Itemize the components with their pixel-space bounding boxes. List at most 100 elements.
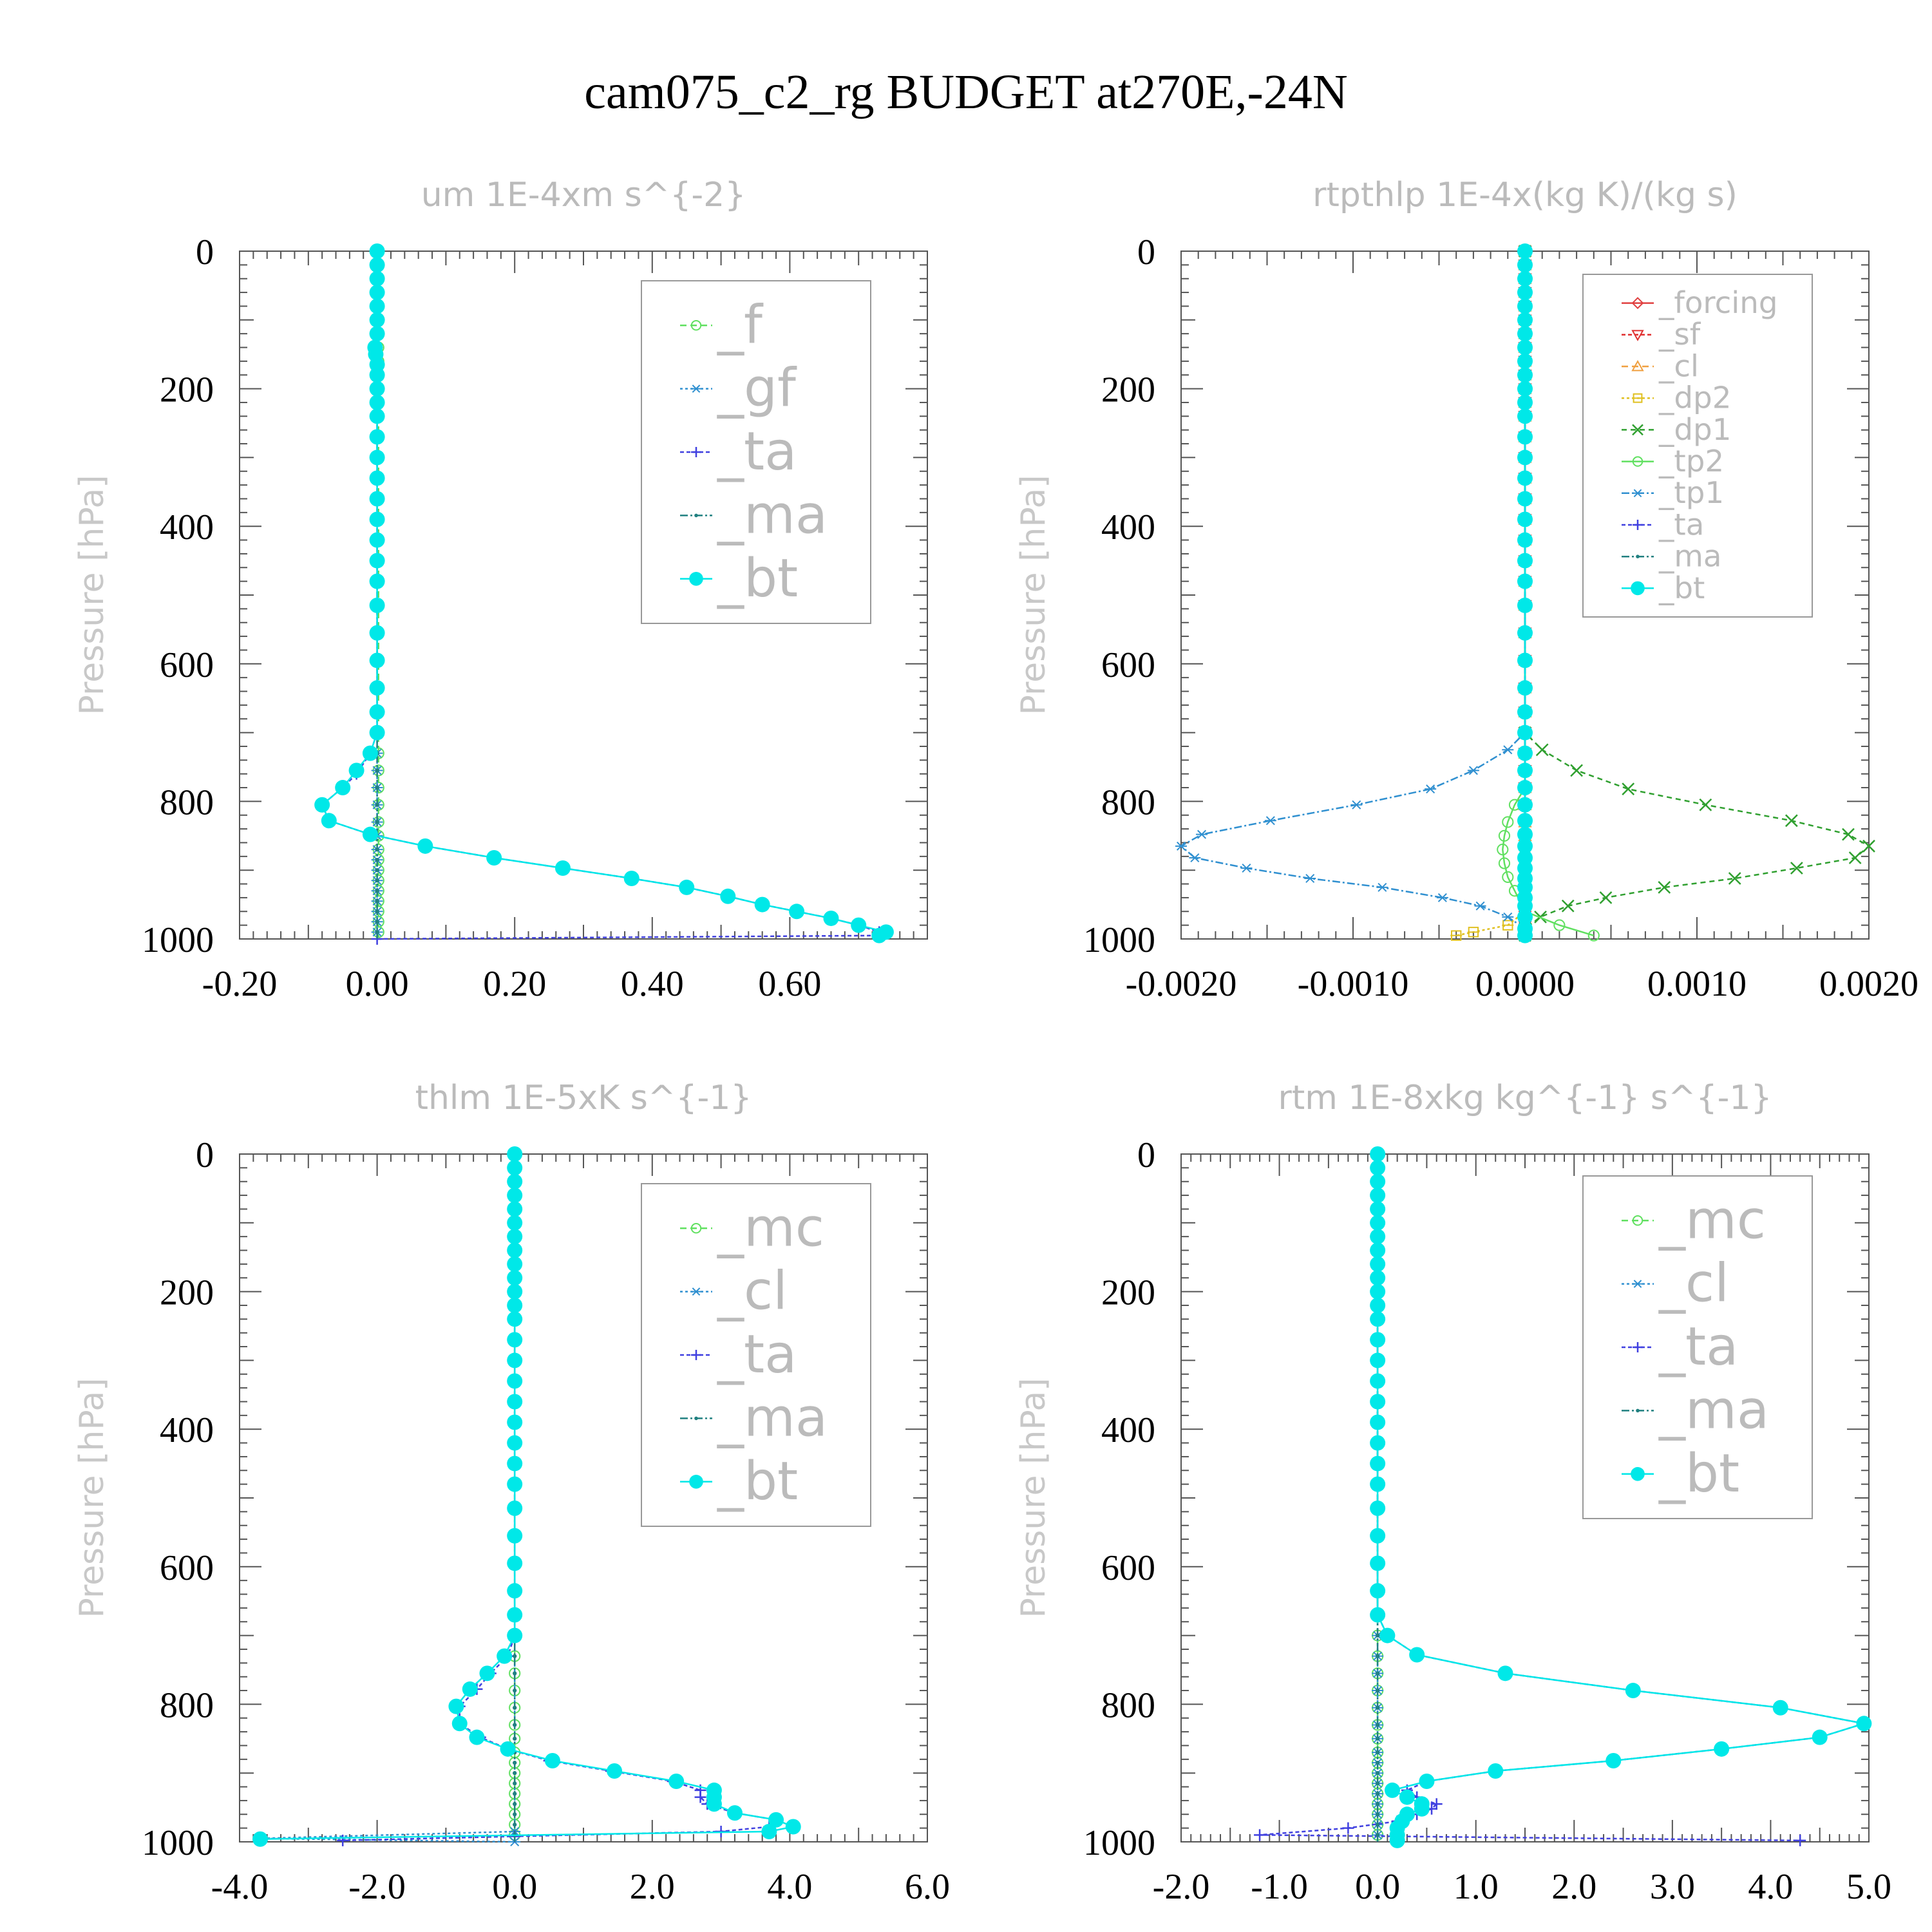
- y-axis-label: Pressure [hPa]: [73, 475, 111, 715]
- data-point: [513, 1771, 517, 1776]
- data-point: [1264, 816, 1276, 826]
- legend-item-bt: _bt: [1622, 1443, 1739, 1504]
- legend-item-cl: _cl: [1622, 1253, 1729, 1314]
- data-point: [369, 532, 385, 548]
- legend-marker: [694, 513, 698, 518]
- y-tick-label: 600: [1101, 645, 1155, 685]
- data-point: [1430, 1798, 1443, 1810]
- legend-item-ma: _ma: [680, 484, 828, 545]
- data-point: [1517, 745, 1533, 761]
- legend-box: [641, 1183, 871, 1527]
- legend-item-gf: _gf: [680, 358, 797, 419]
- data-point: [369, 312, 385, 328]
- data-point: [507, 1201, 523, 1217]
- legend-marker: [1631, 330, 1644, 341]
- y-axis-label: Pressure [hPa]: [1014, 475, 1053, 715]
- legend-item-bt: _bt: [1622, 571, 1705, 606]
- panel-3: thlm 1E-5xK s^{-1} Pressure [hPa] 0 200 400 6…: [73, 1079, 950, 1907]
- data-point: [789, 904, 805, 920]
- data-point: [1517, 285, 1533, 301]
- panel-4: rtm 1E-8xkg kg^{-1} s^{-1} Pressure [hPa]…: [1014, 1079, 1891, 1907]
- legend-item-bt: _bt: [680, 548, 798, 609]
- data-point: [1370, 1352, 1386, 1368]
- data-point: [375, 858, 379, 862]
- x-tick-label: 0.60: [758, 964, 821, 1004]
- data-point: [513, 1812, 517, 1817]
- data-point: [375, 820, 379, 824]
- x-ticks: -4.0 -2.0 0.0 2.0 4.0 6.0: [211, 1154, 950, 1907]
- data-point: [1488, 1763, 1504, 1779]
- data-point: [507, 1627, 523, 1643]
- data-point: [369, 408, 385, 424]
- data-point: [369, 724, 385, 741]
- legend-marker: [1632, 1215, 1643, 1226]
- data-point: [1794, 1834, 1806, 1846]
- data-point: [1553, 919, 1566, 931]
- x-tick-label: 0.20: [483, 964, 546, 1004]
- y-tick-label: 200: [1101, 370, 1155, 410]
- data-point: [1189, 853, 1201, 862]
- data-point: [1517, 257, 1533, 273]
- series-group: [314, 243, 894, 945]
- data-point: [369, 511, 385, 527]
- data-point: [369, 598, 385, 614]
- legend-box: [1582, 1175, 1813, 1519]
- legend-item-f: _f: [680, 294, 764, 355]
- data-point: [1517, 326, 1533, 342]
- data-point: [1370, 1476, 1386, 1492]
- data-point: [507, 1311, 523, 1327]
- x-tick-label: 4.0: [767, 1867, 812, 1907]
- x-tick-label: -0.0020: [1126, 964, 1237, 1004]
- data-point: [1375, 1761, 1380, 1765]
- series-line-tp1: [1179, 251, 1526, 936]
- legend-marker: [689, 572, 703, 586]
- x-tick-label: 5.0: [1846, 1867, 1891, 1907]
- data-point: [1517, 797, 1533, 813]
- legend-item-ta: _ta: [1622, 1316, 1738, 1378]
- data-point: [507, 1270, 523, 1286]
- x-tick-label: 0.0010: [1647, 964, 1747, 1004]
- legend-marker: [1636, 554, 1640, 558]
- legend-marker: [1631, 1467, 1645, 1481]
- data-point: [362, 826, 378, 842]
- legend-marker: [690, 1223, 702, 1234]
- data-point: [375, 889, 379, 893]
- data-point: [1375, 1781, 1380, 1786]
- legend-label: _tp2: [1658, 444, 1724, 479]
- legend-marker: [1632, 456, 1643, 467]
- x-tick-label: 0.0020: [1819, 964, 1918, 1004]
- y-tick-label: 1000: [1083, 920, 1155, 960]
- data-point: [1375, 1771, 1380, 1776]
- legend-marker: [691, 1287, 701, 1296]
- data-point: [1370, 1414, 1386, 1430]
- legend-item-ma: _ma: [680, 1387, 828, 1448]
- y-axis-label: Pressure [hPa]: [1014, 1378, 1053, 1618]
- data-point: [1622, 782, 1635, 796]
- data-point: [369, 573, 385, 589]
- data-point: [507, 1146, 523, 1162]
- data-point: [1175, 841, 1187, 851]
- data-point: [1848, 851, 1862, 864]
- data-point: [1370, 1229, 1386, 1245]
- data-point: [1375, 1802, 1380, 1806]
- data-point: [375, 920, 379, 924]
- data-point: [1497, 844, 1509, 856]
- data-point: [1370, 1501, 1386, 1517]
- data-point: [369, 450, 385, 466]
- legend-marker: [689, 1475, 703, 1489]
- data-point: [1376, 882, 1388, 892]
- series-group: [1254, 1146, 1872, 1848]
- data-point: [369, 270, 385, 287]
- x-tick-label: -4.0: [211, 1867, 269, 1907]
- data-point: [1772, 1700, 1788, 1716]
- data-point: [1375, 1705, 1380, 1710]
- data-point: [1517, 270, 1533, 287]
- data-point: [369, 243, 385, 259]
- legend-label: _f: [717, 294, 764, 355]
- data-point: [1658, 881, 1671, 894]
- data-point: [507, 1256, 523, 1272]
- x-ticks: -2.0 -1.0 0.0 1.0 2.0 3.0 4.0 5.0: [1153, 1154, 1891, 1907]
- x-ticks: -0.0020 -0.0010 0.0000 0.0010 0.0020: [1126, 251, 1918, 1004]
- data-point: [1498, 829, 1511, 842]
- legend-label: _ta: [717, 421, 797, 482]
